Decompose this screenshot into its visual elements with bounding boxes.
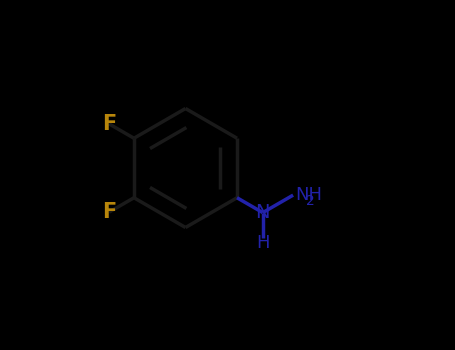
Text: H: H xyxy=(256,234,269,252)
Text: F: F xyxy=(102,202,116,222)
Text: NH: NH xyxy=(295,186,322,204)
Text: N: N xyxy=(256,203,270,222)
Text: F: F xyxy=(102,114,116,134)
Text: 2: 2 xyxy=(306,194,315,208)
